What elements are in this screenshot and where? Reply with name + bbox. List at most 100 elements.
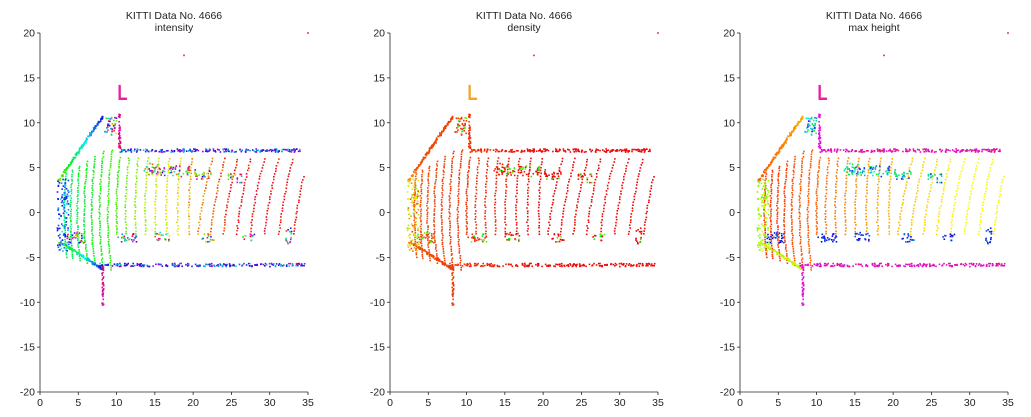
data-point [255, 148, 257, 150]
data-point [855, 178, 858, 180]
data-point [115, 218, 118, 221]
y-tick-label: 20 [373, 28, 385, 40]
data-point [271, 263, 273, 266]
data-point [188, 198, 191, 200]
data-point [527, 186, 530, 189]
data-point [456, 213, 459, 216]
data-point [77, 178, 79, 181]
data-point [414, 193, 416, 195]
data-point [420, 215, 422, 217]
data-point [865, 206, 867, 209]
data-point [278, 230, 280, 233]
data-point [513, 174, 516, 177]
data-point [469, 263, 472, 266]
data-point [124, 262, 127, 265]
data-point [799, 224, 801, 227]
data-point [91, 208, 93, 210]
data-point [81, 237, 83, 240]
data-point [102, 303, 105, 306]
data-point [577, 198, 579, 201]
data-point [433, 235, 436, 237]
data-point [144, 195, 146, 197]
data-point [763, 199, 766, 202]
data-point [65, 252, 68, 254]
data-point [474, 239, 476, 242]
data-point [953, 204, 955, 207]
data-point [508, 239, 511, 241]
data-point [604, 198, 606, 201]
data-point [228, 192, 231, 195]
data-point [958, 178, 961, 180]
data-point [806, 218, 809, 220]
data-point [431, 254, 433, 256]
data-point [515, 212, 517, 215]
data-point [586, 158, 588, 161]
data-point [783, 221, 785, 223]
data-point [427, 173, 430, 176]
data-point [176, 230, 179, 232]
data-point [414, 183, 416, 186]
data-point [119, 263, 122, 266]
data-point [627, 151, 629, 153]
data-point [764, 197, 766, 199]
data-point [800, 248, 803, 250]
data-point [77, 194, 79, 196]
data-point [90, 216, 93, 219]
data-point [909, 233, 912, 236]
data-point [963, 230, 966, 232]
data-point [449, 241, 452, 243]
data-point [791, 208, 793, 210]
data-point [928, 195, 930, 198]
data-point [457, 124, 459, 126]
data-point [520, 171, 523, 174]
data-point [223, 227, 226, 230]
data-point [474, 240, 476, 243]
data-point [77, 251, 79, 254]
data-point [637, 150, 640, 152]
data-point [116, 186, 119, 188]
data-point [450, 245, 452, 248]
data-point [513, 167, 516, 169]
data-point [256, 149, 258, 152]
data-point [102, 283, 105, 286]
data-point [188, 165, 191, 168]
data-point [98, 264, 100, 267]
data-point [107, 263, 109, 266]
data-point [126, 264, 128, 266]
data-point [451, 115, 454, 118]
data-point [465, 190, 468, 193]
data-point [233, 172, 236, 175]
data-point [815, 233, 818, 235]
data-point [575, 265, 577, 268]
data-point [456, 218, 459, 220]
data-point [908, 167, 911, 169]
data-point [198, 174, 200, 176]
data-point [538, 221, 541, 224]
data-point [108, 188, 110, 191]
data-point [591, 264, 594, 266]
data-point [72, 257, 74, 260]
data-point [827, 171, 829, 174]
data-point [424, 250, 427, 252]
data-point [562, 216, 564, 218]
data-point [119, 156, 122, 159]
data-point [65, 221, 68, 223]
data-point [466, 197, 468, 200]
data-point [613, 230, 616, 232]
data-point [521, 168, 524, 170]
data-point [206, 236, 209, 239]
data-point [474, 213, 477, 215]
data-point [124, 200, 127, 203]
data-point [786, 165, 789, 167]
data-point [444, 259, 446, 262]
data-point [648, 263, 651, 265]
data-point [807, 229, 810, 231]
data-point [797, 120, 800, 123]
data-point [469, 135, 471, 137]
data-point [816, 184, 819, 186]
data-point [783, 208, 786, 210]
data-point [272, 181, 274, 184]
data-point [969, 198, 971, 201]
data-point [460, 127, 462, 130]
data-point [924, 216, 926, 218]
